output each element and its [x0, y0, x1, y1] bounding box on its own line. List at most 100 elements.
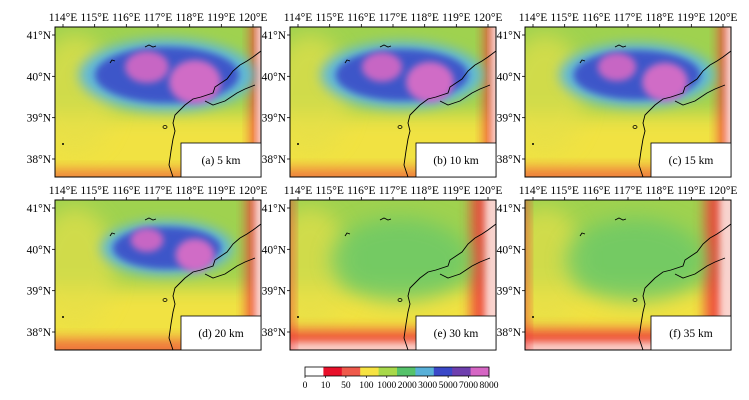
map-panel-c: 114°E 115°E 116°E 117°E 118°E 119°E 120°E 41°N 4… [497, 12, 738, 178]
panel-label-box [650, 315, 732, 351]
map-panels: 114°E 115°E 116°E 117°E 118°E 119°E 120°E41°N4… [27, 12, 738, 351]
lon-tick-label: 115°E [80, 12, 108, 24]
lat-tick-label: 41°N [27, 30, 52, 42]
colorbar-swatch [305, 367, 324, 376]
colorbar-tick-label: 50 [341, 381, 351, 391]
panel-label: (e) 30 km [434, 328, 479, 340]
colorbar-tick-label: 8000 [480, 381, 499, 391]
lat-tick-label: 40°N [262, 71, 287, 83]
panel-label: (b) 10 km [433, 155, 478, 167]
colorbar-swatch [378, 367, 398, 376]
colorbar-swatch [360, 367, 380, 376]
lat-tick-label: 39°N [497, 286, 522, 298]
lat-tick-label: 39°N [27, 286, 52, 298]
lat-tick-label: 39°N [262, 286, 287, 298]
lon-tick-label: 116°E [112, 12, 140, 24]
lon-tick-label: 120°E [239, 185, 268, 197]
panel-label-box [415, 142, 497, 178]
lon-tick-label: 116°E [347, 12, 375, 24]
lat-tick-label: 39°N [27, 113, 52, 125]
lon-tick-label: 120°E [239, 12, 268, 24]
lon-tick-label: 119°E [207, 12, 235, 24]
colorbar-tick-label: 100 [359, 381, 374, 391]
lat-tick-label: 41°N [262, 30, 287, 42]
lat-tick-label: 40°N [27, 244, 52, 256]
panel-label-box [180, 142, 262, 178]
lon-tick-label: 114°E [49, 185, 77, 197]
colorbar-tick-label: 3000 [418, 381, 437, 391]
lon-tick-label: 117°E [144, 12, 172, 24]
lon-tick-label: 120°E [709, 185, 738, 197]
lon-tick-label: 120°E [474, 12, 503, 24]
lon-tick-label: 120°E [709, 12, 738, 24]
lat-tick-label: 38°N [27, 327, 52, 339]
heat-map [290, 200, 496, 350]
colorbar-tick-label: 7000 [459, 381, 478, 391]
colorbar: 0 10 50 100 1000 2000 3000 5000 7000 8000 [303, 366, 499, 391]
colorbar-tick-label: 1000 [377, 381, 396, 391]
lat-tick-label: 38°N [262, 327, 287, 339]
colorbar-swatch [433, 367, 453, 376]
lat-tick-label: 41°N [497, 203, 522, 215]
colorbar-tick-label: 10 [321, 381, 331, 391]
lon-tick-label: 119°E [207, 185, 235, 197]
panel-label: (c) 15 km [669, 155, 714, 167]
map-panel-e: 114°E 115°E 116°E 117°E 118°E 119°E 120°E 41°N 4… [262, 185, 503, 351]
lon-tick-label: 115°E [550, 185, 578, 197]
lat-tick-label: 40°N [497, 71, 522, 83]
lon-tick-label: 117°E [379, 12, 407, 24]
lon-tick-label: 116°E [582, 12, 610, 24]
colorbar-swatch [341, 367, 361, 376]
colorbar-tick-label: 2000 [398, 381, 417, 391]
lat-tick-label: 40°N [262, 244, 287, 256]
lat-tick-label: 39°N [497, 113, 522, 125]
lon-tick-label: 118°E [645, 12, 673, 24]
panel-label-box [180, 315, 262, 351]
lat-tick-label: 40°N [27, 71, 52, 83]
lon-tick-label: 118°E [645, 185, 673, 197]
lat-tick-label: 40°N [497, 244, 522, 256]
colorbar-swatch [397, 367, 416, 376]
lon-tick-label: 118°E [410, 12, 438, 24]
colorbar-swatch [415, 367, 435, 376]
lon-tick-label: 119°E [677, 12, 705, 24]
lon-tick-label: 115°E [550, 12, 578, 24]
lat-tick-label: 38°N [262, 154, 287, 166]
lon-tick-label: 117°E [614, 185, 642, 197]
lon-tick-label: 114°E [519, 12, 547, 24]
colorbar-tick-label: 5000 [439, 381, 458, 391]
lon-tick-label: 116°E [112, 185, 140, 197]
lat-tick-label: 38°N [497, 154, 522, 166]
lon-tick-label: 114°E [519, 185, 547, 197]
lat-tick-label: 39°N [262, 113, 287, 125]
lon-tick-label: 118°E [175, 12, 203, 24]
map-panel-b: 114°E 115°E 116°E 117°E 118°E 119°E 120°E 41°N 4… [262, 12, 503, 178]
lat-tick-label: 38°N [27, 154, 52, 166]
lon-tick-label: 117°E [614, 12, 642, 24]
colorbar-tick-label: 0 [303, 381, 308, 391]
colorbar-swatch [323, 367, 343, 376]
lon-tick-label: 117°E [144, 185, 172, 197]
lon-tick-label: 114°E [284, 12, 312, 24]
lat-tick-label: 41°N [262, 203, 287, 215]
lon-tick-label: 119°E [677, 185, 705, 197]
colorbar-swatch [470, 367, 490, 376]
map-panel-d: 114°E 115°E 116°E 117°E 118°E 119°E 120°E 41°N 4… [27, 185, 268, 351]
lon-tick-label: 114°E [284, 185, 312, 197]
lon-tick-label: 115°E [315, 185, 343, 197]
lon-tick-label: 115°E [315, 12, 343, 24]
lon-tick-label: 114°E [49, 12, 77, 24]
map-panel-f: 114°E 115°E 116°E 117°E 118°E 119°E 120°E 41°N 4… [497, 185, 738, 351]
lon-tick-label: 119°E [442, 185, 470, 197]
panel-label: (f) 35 km [669, 328, 712, 340]
lon-tick-label: 120°E [474, 185, 503, 197]
lon-tick-label: 119°E [442, 12, 470, 24]
lon-tick-label: 118°E [410, 185, 438, 197]
lon-tick-label: 117°E [379, 185, 407, 197]
lat-tick-label: 41°N [27, 203, 52, 215]
map-panel-a: 114°E 115°E 116°E 117°E 118°E 119°E 120°E 41°N 4… [27, 12, 268, 178]
lat-tick-label: 38°N [497, 327, 522, 339]
panel-label: (a) 5 km [202, 155, 241, 167]
lat-tick-label: 41°N [497, 30, 522, 42]
